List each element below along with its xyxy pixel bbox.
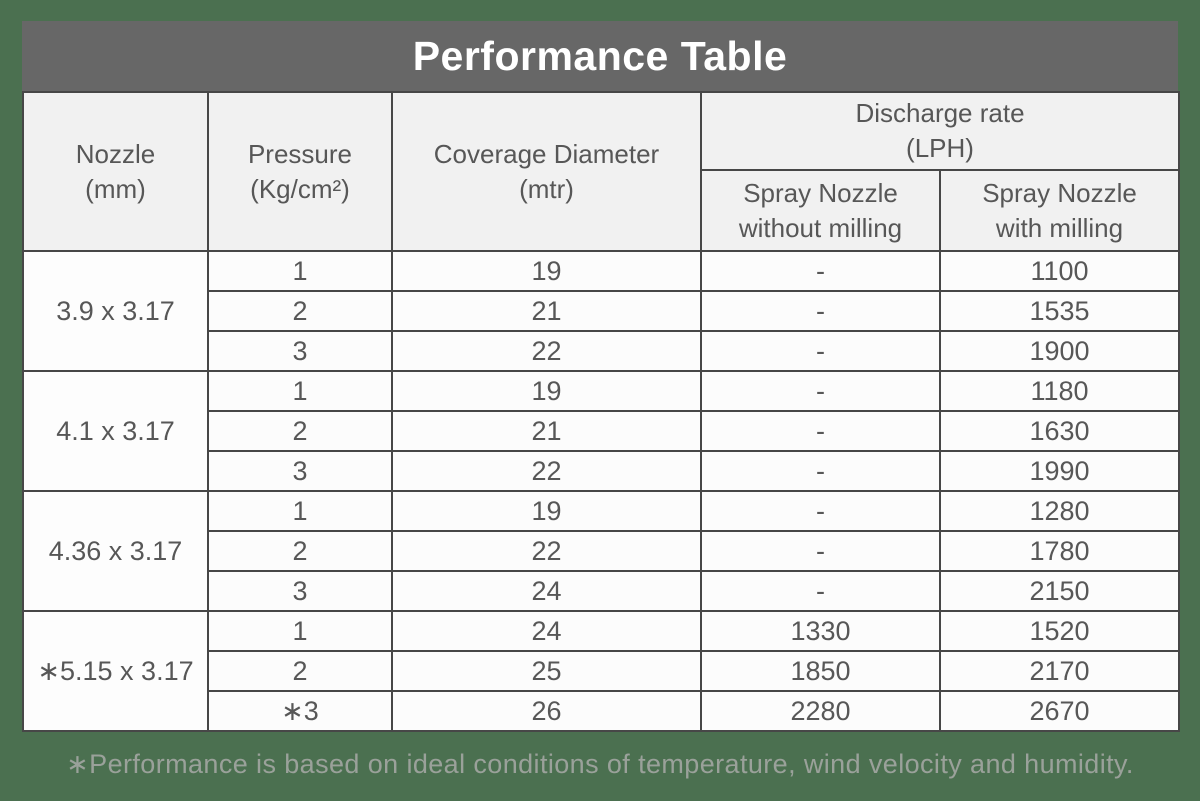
- table-header: Nozzle (mm) Pressure (Kg/cm²) Coverage D…: [22, 91, 1181, 252]
- table-row: 4.36 x 3.17 1 19 - 1280: [22, 490, 1181, 612]
- table-row: 3.9 x 3.17 1 19 - 1100: [22, 250, 1181, 372]
- pressure-cell: 2: [207, 410, 393, 452]
- discharge-without-cell: -: [700, 410, 941, 452]
- discharge-with-cell: 2150: [938, 570, 1181, 612]
- pressure-cell: 2: [207, 290, 393, 332]
- table-row: ∗3 26 2280 2670: [23, 690, 1181, 732]
- coverage-cell: 21: [391, 290, 702, 332]
- coverage-cell: 22: [391, 450, 702, 492]
- discharge-with-cell: 1280: [938, 490, 1181, 532]
- discharge-without-cell: -: [700, 450, 941, 492]
- discharge-with-cell: 1630: [938, 410, 1181, 452]
- coverage-cell: 24: [391, 570, 702, 612]
- coverage-cell: 19: [391, 370, 702, 412]
- performance-table: Nozzle (mm) Pressure (Kg/cm²) Coverage D…: [22, 91, 1181, 732]
- header-row-top: Nozzle (mm) Pressure (Kg/cm²) Coverage D…: [22, 91, 1181, 252]
- table-row: 4.1 x 3.17 1 19 - 1180: [22, 370, 1181, 492]
- discharge-without-cell: -: [700, 290, 941, 332]
- performance-footnote: ∗Performance is based on ideal condition…: [66, 749, 1134, 779]
- pressure-cell: 1: [207, 490, 393, 532]
- pressure-cell: ∗3: [207, 690, 393, 732]
- pressure-cell: 1: [207, 610, 393, 652]
- col-header-with-milling: Spray Nozzle with milling: [938, 169, 1181, 252]
- discharge-with-cell: 1100: [938, 250, 1181, 292]
- discharge-with-cell: 1900: [938, 330, 1181, 372]
- coverage-cell: 19: [391, 250, 702, 292]
- table-row: 2 21 - 1630: [23, 410, 1181, 452]
- table-row: 3 22 - 1900: [23, 330, 1181, 372]
- col-header-discharge-rate: Discharge rate (LPH): [699, 91, 1181, 171]
- pressure-cell: 3: [207, 450, 393, 492]
- performance-table-panel: Performance Table Nozzle (mm) Pressure (…: [22, 21, 1181, 732]
- header-row-sub: Spray Nozzle without milling Spray Nozzl…: [23, 169, 1181, 252]
- discharge-without-cell: 1330: [700, 610, 941, 652]
- coverage-cell: 22: [391, 530, 702, 572]
- discharge-without-cell: -: [700, 490, 941, 532]
- coverage-cell: 19: [391, 490, 702, 532]
- discharge-with-cell: 1780: [938, 530, 1181, 572]
- pressure-cell: 1: [207, 250, 393, 292]
- table-body: 3.9 x 3.17 1 19 - 1100 2 21 - 1535 3 22 …: [22, 250, 1181, 732]
- table-row: 2 21 - 1535: [23, 290, 1181, 332]
- discharge-without-cell: -: [700, 370, 941, 412]
- discharge-without-cell: -: [700, 250, 941, 292]
- discharge-with-cell: 1535: [938, 290, 1181, 332]
- discharge-with-cell: 2670: [938, 690, 1181, 732]
- discharge-without-cell: -: [700, 530, 941, 572]
- discharge-without-cell: -: [700, 330, 941, 372]
- nozzle-cell: 3.9 x 3.17: [22, 250, 209, 372]
- pressure-cell: 1: [207, 370, 393, 412]
- nozzle-cell: 4.36 x 3.17: [22, 490, 209, 612]
- table-row: 2 25 1850 2170: [23, 650, 1181, 692]
- col-header-pressure: Pressure (Kg/cm²): [207, 91, 393, 252]
- pressure-cell: 2: [207, 650, 393, 692]
- discharge-without-cell: -: [700, 570, 941, 612]
- table-row: 3 24 - 2150: [23, 570, 1181, 612]
- pressure-cell: 3: [207, 330, 393, 372]
- nozzle-cell: ∗5.15 x 3.17: [22, 610, 209, 732]
- discharge-with-cell: 1990: [938, 450, 1181, 492]
- discharge-with-cell: 2170: [938, 650, 1181, 692]
- discharge-with-cell: 1520: [938, 610, 1181, 652]
- col-header-nozzle: Nozzle (mm): [22, 91, 209, 252]
- discharge-without-cell: 1850: [700, 650, 941, 692]
- pressure-cell: 3: [207, 570, 393, 612]
- coverage-cell: 22: [391, 330, 702, 372]
- table-row: 3 22 - 1990: [23, 450, 1181, 492]
- coverage-cell: 21: [391, 410, 702, 452]
- table-row: ∗5.15 x 3.17 1 24 1330 1520: [22, 610, 1181, 732]
- coverage-cell: 26: [391, 690, 702, 732]
- discharge-without-cell: 2280: [700, 690, 941, 732]
- col-header-coverage: Coverage Diameter (mtr): [391, 91, 702, 252]
- table-title: Performance Table: [412, 32, 788, 79]
- pressure-cell: 2: [207, 530, 393, 572]
- coverage-cell: 24: [391, 610, 702, 652]
- table-row: 2 22 - 1780: [23, 530, 1181, 572]
- coverage-cell: 25: [391, 650, 702, 692]
- col-header-without-milling: Spray Nozzle without milling: [700, 169, 941, 252]
- nozzle-cell: 4.1 x 3.17: [22, 370, 209, 492]
- table-title-bar: Performance Table: [22, 21, 1178, 91]
- discharge-with-cell: 1180: [938, 370, 1181, 412]
